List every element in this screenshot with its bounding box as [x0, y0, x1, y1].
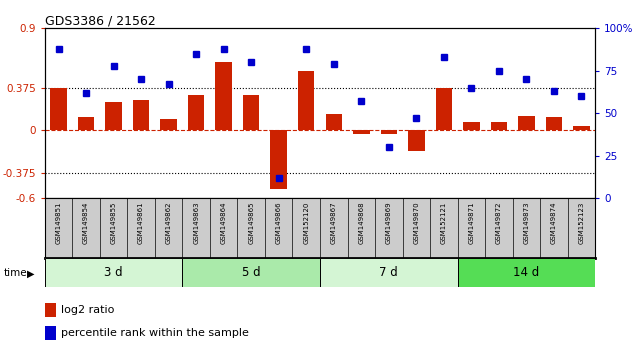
Text: GSM149870: GSM149870	[413, 201, 419, 244]
Text: GSM149867: GSM149867	[331, 201, 337, 244]
Bar	[518, 115, 534, 130]
Text: GSM149868: GSM149868	[358, 201, 364, 244]
Text: GSM152123: GSM152123	[579, 201, 584, 244]
Text: 14 d: 14 d	[513, 266, 540, 279]
Text: ▶: ▶	[27, 268, 35, 278]
Text: GSM149871: GSM149871	[468, 201, 474, 244]
Text: GSM149854: GSM149854	[83, 201, 89, 244]
Text: GSM149851: GSM149851	[56, 201, 61, 244]
Text: GSM149874: GSM149874	[551, 201, 557, 244]
Bar	[546, 117, 562, 130]
Text: GSM149866: GSM149866	[276, 201, 282, 244]
Text: GSM149865: GSM149865	[248, 201, 254, 244]
Bar	[271, 130, 287, 189]
Text: 3 d: 3 d	[104, 266, 123, 279]
Bar	[51, 88, 67, 130]
Bar	[436, 88, 452, 130]
Bar	[408, 130, 424, 151]
Text: GSM149863: GSM149863	[193, 201, 199, 244]
Text: GSM152120: GSM152120	[303, 201, 309, 244]
Bar	[573, 126, 589, 130]
Bar	[182, 258, 320, 287]
Text: GSM149872: GSM149872	[496, 201, 502, 244]
Bar	[133, 100, 149, 130]
Bar	[326, 114, 342, 130]
Text: GDS3386 / 21562: GDS3386 / 21562	[45, 14, 156, 27]
Bar	[320, 258, 458, 287]
Bar	[491, 122, 507, 130]
Bar	[78, 117, 94, 130]
Bar	[463, 122, 479, 130]
Text: time: time	[3, 268, 27, 278]
Bar	[243, 95, 259, 130]
Bar	[161, 119, 177, 130]
Text: GSM149855: GSM149855	[111, 201, 116, 244]
Text: GSM149869: GSM149869	[386, 201, 392, 244]
Bar	[458, 258, 595, 287]
Text: GSM149861: GSM149861	[138, 201, 144, 244]
Bar	[381, 130, 397, 134]
Text: 5 d: 5 d	[242, 266, 260, 279]
Text: GSM149864: GSM149864	[221, 201, 227, 244]
Text: 7 d: 7 d	[380, 266, 398, 279]
Text: log2 ratio: log2 ratio	[61, 305, 114, 315]
Bar	[216, 62, 232, 130]
Bar	[45, 258, 182, 287]
Bar	[188, 95, 204, 130]
Bar	[106, 102, 122, 130]
Text: percentile rank within the sample: percentile rank within the sample	[61, 328, 249, 338]
Text: GSM152121: GSM152121	[441, 201, 447, 244]
Text: GSM149862: GSM149862	[166, 201, 172, 244]
Bar	[353, 130, 369, 134]
Bar	[298, 72, 314, 130]
Text: GSM149873: GSM149873	[524, 201, 529, 244]
